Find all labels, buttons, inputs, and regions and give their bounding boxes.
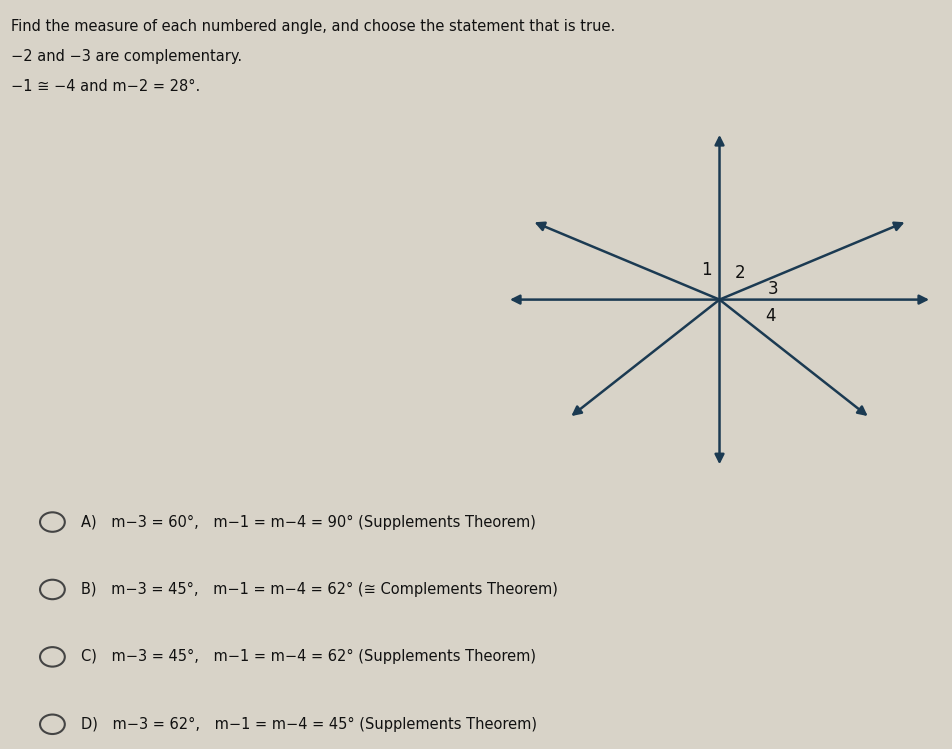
Text: 2: 2 <box>734 264 744 282</box>
Text: Find the measure of each numbered angle, and choose the statement that is true.: Find the measure of each numbered angle,… <box>11 19 615 34</box>
Text: −2 and −3 are complementary.: −2 and −3 are complementary. <box>11 49 243 64</box>
Text: C) m−3 = 45°, m−1 = m−4 = 62° (Supplements Theorem): C) m−3 = 45°, m−1 = m−4 = 62° (Supplemen… <box>81 649 535 664</box>
Text: 3: 3 <box>767 280 778 298</box>
Text: 4: 4 <box>764 307 775 325</box>
Text: D) m−3 = 62°, m−1 = m−4 = 45° (Supplements Theorem): D) m−3 = 62°, m−1 = m−4 = 45° (Supplemen… <box>81 717 536 732</box>
Text: A) m−3 = 60°, m−1 = m−4 = 90° (Supplements Theorem): A) m−3 = 60°, m−1 = m−4 = 90° (Supplemen… <box>81 515 535 530</box>
Text: B) m−3 = 45°, m−1 = m−4 = 62° (≅ Complements Theorem): B) m−3 = 45°, m−1 = m−4 = 62° (≅ Complem… <box>81 582 557 597</box>
Text: −1 ≅ −4 and m−2 = 28°.: −1 ≅ −4 and m−2 = 28°. <box>11 79 201 94</box>
Text: 1: 1 <box>701 261 711 279</box>
